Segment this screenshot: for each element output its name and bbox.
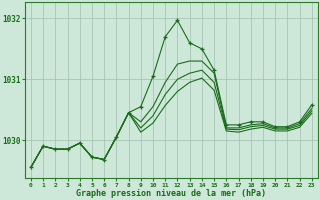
X-axis label: Graphe pression niveau de la mer (hPa): Graphe pression niveau de la mer (hPa): [76, 189, 266, 198]
